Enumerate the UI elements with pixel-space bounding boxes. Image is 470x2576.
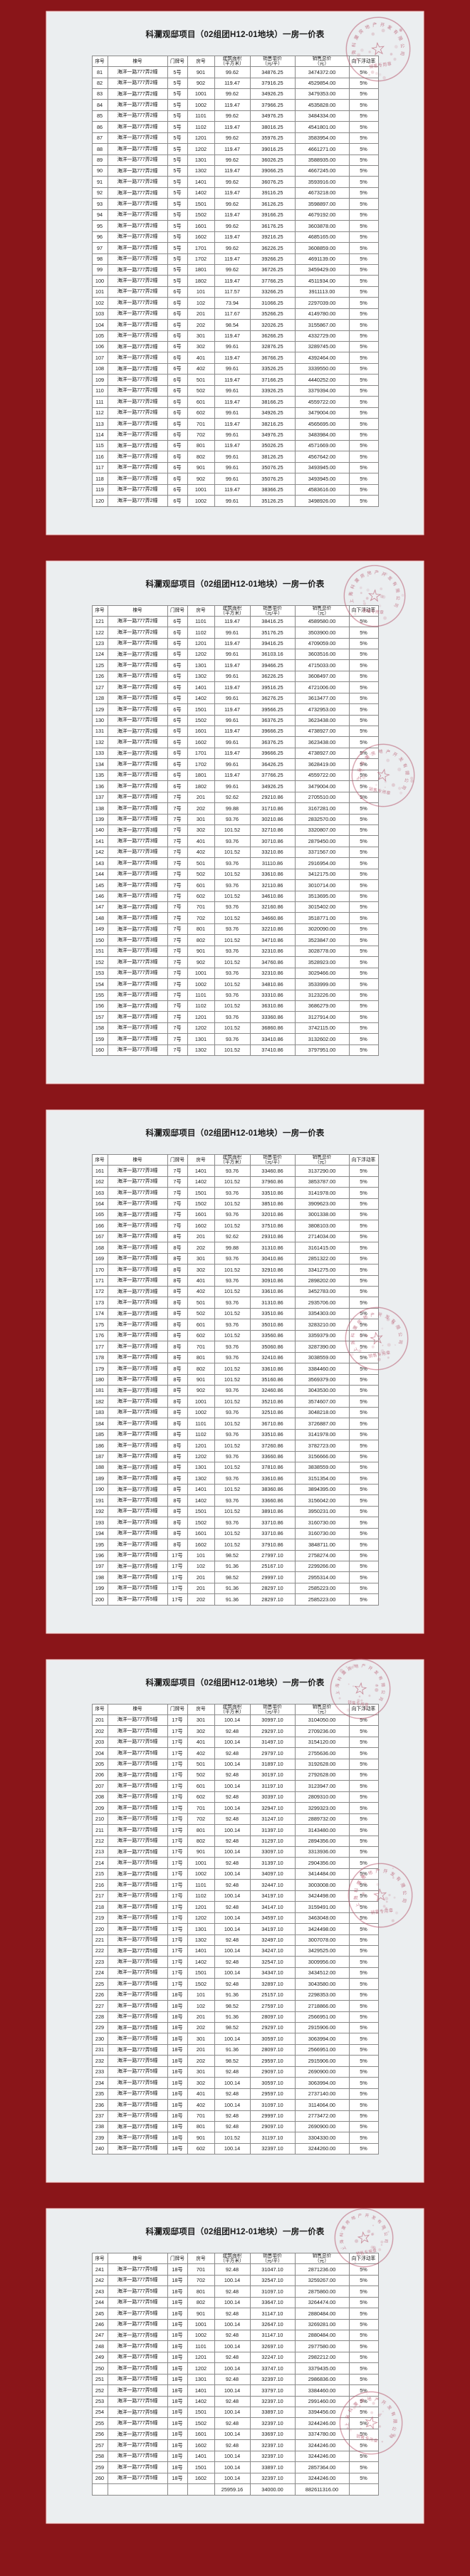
svg-text:有: 有 xyxy=(395,1875,402,1883)
svg-text:发: 发 xyxy=(397,755,404,763)
svg-text:有: 有 xyxy=(402,762,409,768)
svg-text:发: 发 xyxy=(389,1870,397,1878)
svg-text:开: 开 xyxy=(382,1868,388,1874)
svg-text:地: 地 xyxy=(378,748,383,755)
svg-text:司: 司 xyxy=(400,784,407,790)
svg-text:公: 公 xyxy=(391,2426,397,2431)
svg-text:司: 司 xyxy=(401,1897,407,1903)
svg-text:司: 司 xyxy=(388,2432,395,2439)
svg-text:发: 发 xyxy=(386,2404,393,2412)
svg-text:发: 发 xyxy=(384,1314,390,1321)
svg-text:产: 产 xyxy=(385,748,391,755)
svg-text:限: 限 xyxy=(404,770,410,775)
svg-text:限: 限 xyxy=(395,1324,402,1331)
svg-text:公: 公 xyxy=(403,777,409,782)
svg-text:开: 开 xyxy=(380,2399,387,2406)
svg-text:开: 开 xyxy=(392,751,398,758)
svg-text:公: 公 xyxy=(397,1332,403,1337)
svg-text:有: 有 xyxy=(390,1318,397,1325)
svg-text:公: 公 xyxy=(402,1890,407,1896)
svg-text:限: 限 xyxy=(399,1882,407,1889)
svg-text:有: 有 xyxy=(390,2411,397,2417)
svg-text:限: 限 xyxy=(392,2419,397,2424)
svg-text:司: 司 xyxy=(397,1339,403,1344)
